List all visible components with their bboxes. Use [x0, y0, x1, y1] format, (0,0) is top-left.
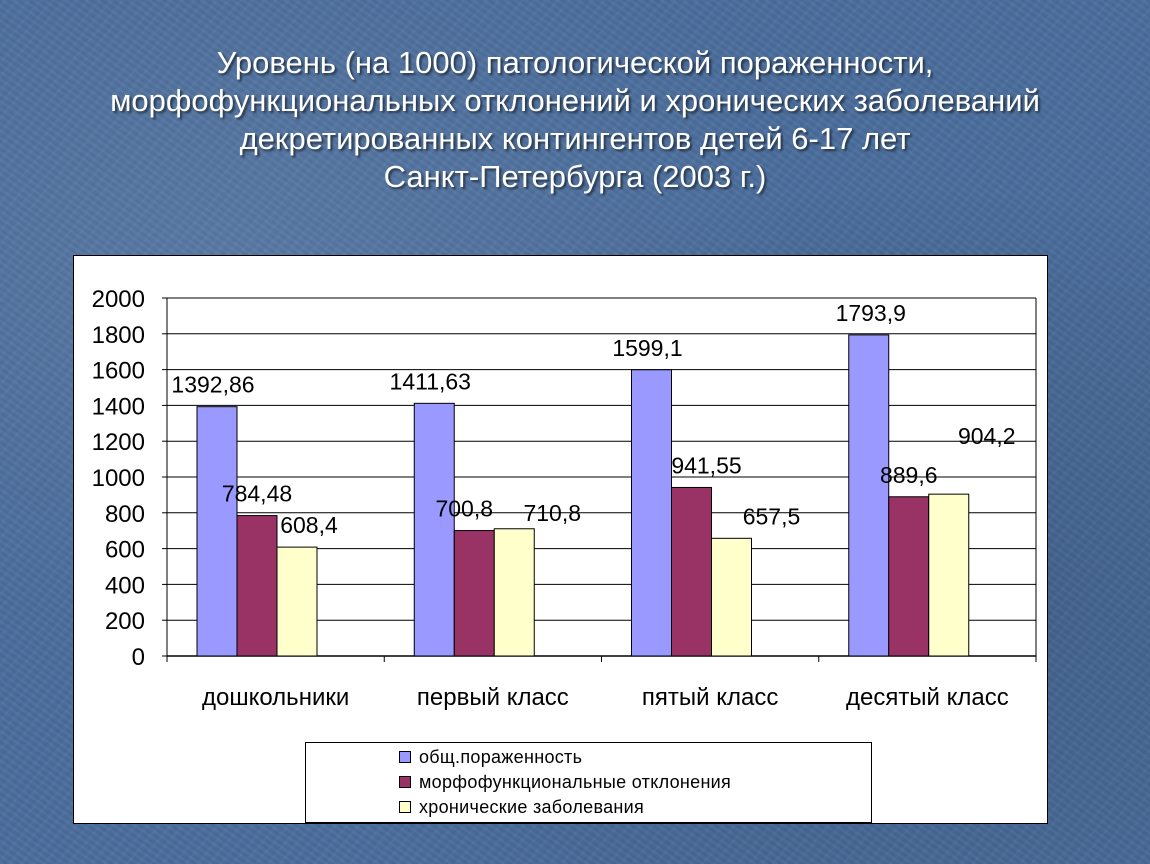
- data-label-1-series-2: 784,48: [222, 481, 292, 507]
- y-tick-label-1200: 1200: [92, 429, 145, 456]
- bar-1-series-2: [236, 515, 278, 657]
- bar-4-series-2: [888, 496, 930, 657]
- data-label-1-series-1: 1392,86: [171, 372, 254, 398]
- y-tick-label-200: 200: [105, 608, 145, 635]
- bar-2-series-1: [413, 402, 455, 657]
- data-label-2-series-3: 710,8: [523, 500, 581, 526]
- legend-label-1: общ.пораженность: [419, 746, 583, 767]
- y-tick-label-800: 800: [105, 501, 145, 528]
- legend-item-1: общ.пораженность: [399, 746, 582, 768]
- bar-3-series-1: [631, 369, 672, 657]
- data-label-4-series-1: 1793,9: [836, 300, 906, 326]
- y-tick-label-1800: 1800: [92, 322, 145, 349]
- y-tick-label-1600: 1600: [92, 358, 145, 385]
- bar-1-series-3: [276, 546, 318, 657]
- title-line-2: морфофункциональных отклонений и хрониче…: [110, 83, 1040, 118]
- bar-2-series-3: [493, 528, 535, 657]
- legend-label-3: хронические заболевания: [419, 796, 645, 817]
- title-line-4: Санкт-Петербурга (2003 г.): [383, 159, 767, 194]
- legend-label-2: морфофункциональные отклонения: [419, 771, 732, 792]
- x-category-label-1: дошкольники: [202, 684, 349, 711]
- data-label-1-series-3: 608,4: [280, 512, 338, 538]
- x-category-label-2: первый класс: [417, 684, 569, 711]
- bar-3-series-2: [671, 486, 712, 657]
- data-label-2-series-1: 1411,63: [390, 368, 471, 394]
- data-label-3-series-2: 941,55: [671, 452, 741, 478]
- title-line-3: декретированных контингентов детей 6-17 …: [239, 121, 911, 156]
- y-tick-label-1400: 1400: [92, 393, 145, 420]
- y-tick-label-600: 600: [105, 537, 145, 564]
- title-line-1: Уровень (на 1000) патологической поражен…: [216, 45, 934, 80]
- data-label-3-series-3: 657,5: [743, 503, 801, 529]
- data-label-4-series-2: 889,6: [880, 462, 938, 488]
- data-label-2-series-2: 700,8: [435, 496, 493, 522]
- x-category-label-3: пятый класс: [642, 684, 778, 711]
- legend-item-2: морфофункциональные отклонения: [399, 771, 731, 793]
- y-tick-label-400: 400: [105, 572, 145, 599]
- legend-swatch-2: [399, 776, 411, 788]
- legend-item-3: хронические заболевания: [399, 796, 644, 818]
- legend-swatch-3: [399, 801, 411, 813]
- data-label-4-series-3: 904,2: [958, 423, 1016, 449]
- bar-2-series-2: [453, 530, 495, 657]
- chart-panel: 0 200 400 600 800 1000 1200 1400 1600 1800 2000 139…: [73, 255, 1048, 824]
- bar-3-series-3: [711, 537, 752, 657]
- data-label-3-series-1: 1599,1: [612, 335, 682, 361]
- chart-legend: общ.пораженность морфофункциональные отк…: [305, 742, 872, 823]
- bar-1-series-1: [196, 406, 238, 657]
- legend-swatch-1: [399, 751, 411, 763]
- y-tick-label-1000: 1000: [92, 465, 145, 492]
- y-tick-label-2000: 2000: [92, 286, 145, 313]
- y-tick-label-0: 0: [132, 644, 145, 671]
- bar-4-series-3: [928, 493, 970, 657]
- bar-4-series-1: [848, 334, 890, 657]
- x-category-label-4: десятый класс: [846, 684, 1009, 711]
- slide-title: Уровень (на 1000) патологической поражен…: [60, 44, 1090, 196]
- bar-chart: 0 200 400 600 800 1000 1200 1400 1600 1800 2000 139…: [92, 286, 1037, 711]
